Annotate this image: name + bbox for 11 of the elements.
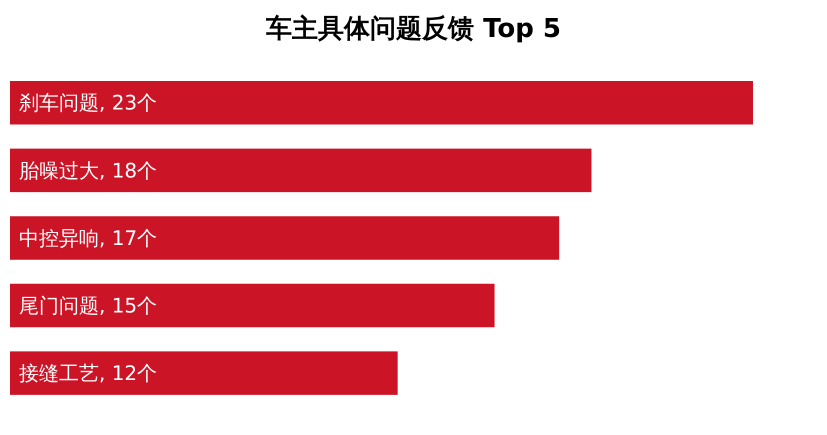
bar [10,284,495,328]
data-label: 中控异响, 17个 [19,226,158,250]
data-label: 接缝工艺, 12个 [19,361,158,386]
data-label: 胎噪过大, 18个 [19,158,158,182]
chart-title: 车主具体问题反馈 Top 5 [265,14,561,44]
data-label: 刹车问题, 23个 [19,90,158,115]
bar [10,216,560,260]
bar [10,81,753,124]
data-label: 尾门问题, 15个 [19,294,158,318]
bar [10,351,398,395]
bar [10,148,592,192]
